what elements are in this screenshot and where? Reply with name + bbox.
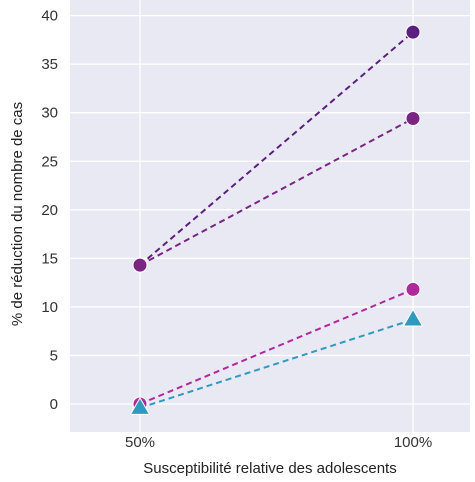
series-2-point (132, 257, 148, 273)
y-tick-label: 15 (41, 250, 58, 267)
x-tick-labels: 50% 100% (125, 434, 432, 451)
series-group (129, 24, 424, 415)
grid-lines (70, 0, 470, 432)
y-tick-label: 40 (41, 8, 58, 25)
y-tick-label: 5 (50, 347, 58, 364)
x-tick-label: 100% (394, 434, 432, 451)
series-line-4 (139, 318, 414, 409)
series-line-2 (139, 117, 414, 267)
series-2-point (405, 111, 421, 127)
series-1-point (405, 24, 421, 40)
x-tick-label: 50% (125, 434, 155, 451)
series-3-point (405, 281, 421, 297)
y-tick-label: 30 (41, 105, 58, 122)
y-tick-label: 0 (50, 396, 58, 413)
y-tick-label: 25 (41, 153, 58, 170)
plot-background (70, 0, 470, 432)
x-axis-label: Susceptibilité relative des adolescents (143, 460, 396, 477)
series-4-point (129, 396, 151, 415)
y-tick-label: 35 (41, 56, 58, 73)
y-axis-label: % de réduction du nombre de cas (9, 102, 26, 326)
y-tick-label: 20 (41, 202, 58, 219)
y-tick-label: 10 (41, 299, 58, 316)
y-tick-labels: 0 5 10 15 20 25 30 35 40 (41, 8, 58, 413)
series-4-point (402, 308, 424, 327)
